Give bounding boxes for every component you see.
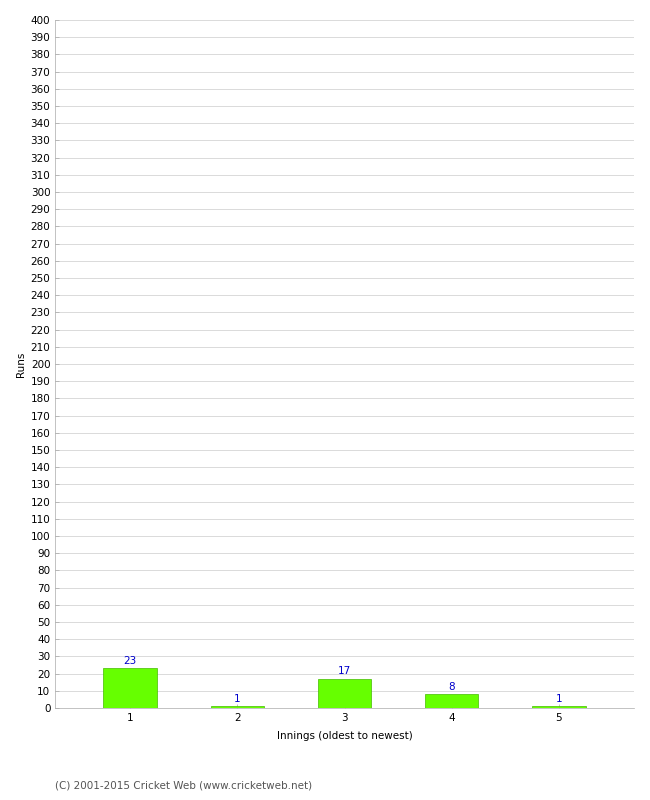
Text: (C) 2001-2015 Cricket Web (www.cricketweb.net): (C) 2001-2015 Cricket Web (www.cricketwe…: [55, 781, 313, 790]
Text: 1: 1: [556, 694, 562, 704]
Bar: [425, 694, 478, 708]
Bar: [211, 706, 264, 708]
Bar: [318, 678, 371, 708]
Bar: [532, 706, 586, 708]
Text: 17: 17: [338, 666, 351, 676]
Text: 8: 8: [448, 682, 455, 692]
Y-axis label: Runs: Runs: [16, 351, 27, 377]
X-axis label: Innings (oldest to newest): Innings (oldest to newest): [277, 731, 412, 741]
Bar: [103, 669, 157, 708]
Text: 23: 23: [124, 656, 137, 666]
Text: 1: 1: [234, 694, 240, 704]
